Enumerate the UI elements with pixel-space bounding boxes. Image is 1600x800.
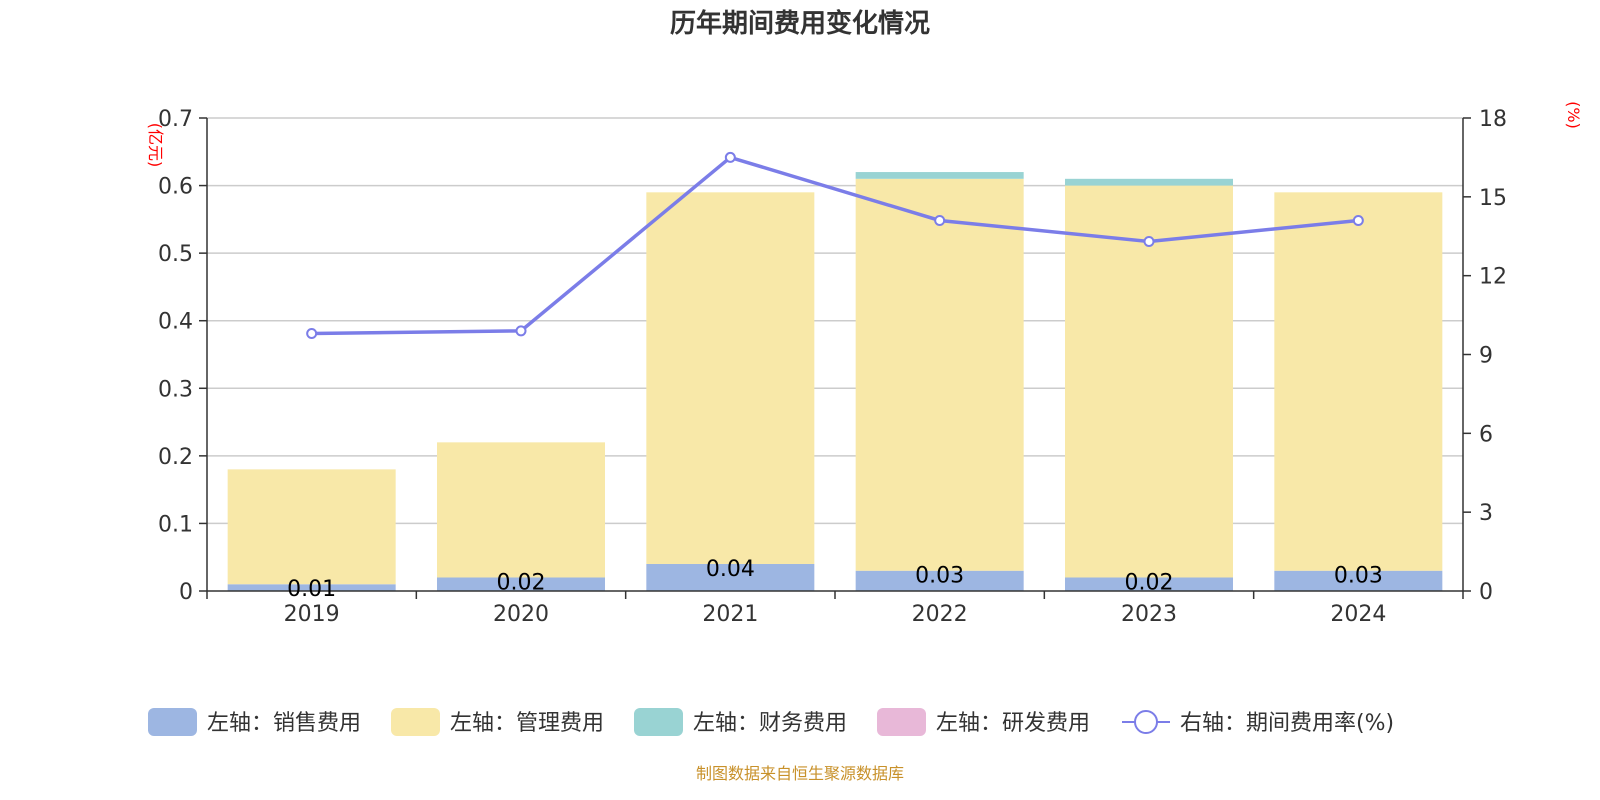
left-tick-label: 0 [179,580,193,605]
x-tick-label: 2019 [284,602,340,627]
legend: 左轴：销售费用 左轴：管理费用 左轴：财务费用 左轴：研发费用 右轴：期间费用率(%) [148,708,1394,736]
bar-segment [1065,178,1233,186]
bar-labels: 0.01 0.02 0.04 0.03 0.02 0.03 [287,557,1383,602]
right-tick-label: 3 [1479,501,1493,526]
rate-point [515,325,527,337]
bar-segment [855,178,1024,571]
x-tick-label: 2024 [1330,602,1386,627]
legend-item: 右轴：期间费用率(%) [1122,710,1394,736]
legend-swatch [148,708,197,736]
legend-marker [1134,710,1158,734]
bar-segment [1065,185,1233,578]
bar-segment [855,172,1024,179]
left-tick-label: 0.1 [158,512,193,537]
right-tick-label: 12 [1479,265,1507,290]
source-note: 制图数据来自恒生聚源数据库 [696,764,904,783]
right-tick-label: 15 [1479,186,1507,211]
right-tick-label: 6 [1479,422,1493,447]
bar-value-label: 0.03 [1334,564,1383,589]
left-tick-label: 0.7 [158,107,193,132]
grid-lines [207,117,1463,525]
legend-swatch [877,708,926,736]
bar-segment [1065,577,1233,591]
bars [227,172,1443,591]
right-tick-label: 0 [1479,580,1493,605]
bar-segment [1274,570,1443,591]
bar-segment [437,577,605,591]
bar-value-label: 0.04 [706,557,755,582]
bar-segment [646,563,815,591]
left-tick-label: 0.3 [158,377,193,402]
legend-item: 左轴：财务费用 [634,708,847,736]
legend-swatch [634,708,683,736]
bar-segment [227,469,396,585]
bar-segment [646,192,815,564]
rate-point [1352,214,1364,226]
x-tick-label: 2022 [912,602,968,627]
rate-point [934,214,946,226]
legend-label: 左轴：研发费用 [936,711,1090,736]
bar-segment [437,442,605,578]
x-tick-label: 2020 [493,602,549,627]
left-tick-label: 0.4 [158,310,193,335]
bar-value-label: 0.02 [497,570,546,595]
bar-segment [1274,192,1443,571]
bar-segment [227,584,396,591]
legend-item: 左轴：研发费用 [877,708,1090,736]
legend-item: 左轴：管理费用 [391,708,604,736]
bar-value-label: 0.03 [915,564,964,589]
right-axis-unit: (%) [1564,101,1583,129]
x-tick-label: 2021 [702,602,758,627]
rate-point [1143,236,1155,248]
left-axis-unit: (亿元) [146,123,165,168]
legend-label: 右轴：期间费用率(%) [1180,711,1394,736]
rate-point [306,327,318,339]
right-tick-label: 18 [1479,107,1507,132]
rate-line [306,151,1364,339]
legend-swatch [391,708,440,736]
x-tick-label: 2023 [1121,602,1177,627]
left-tick-label: 0.2 [158,445,193,470]
legend-label: 左轴：销售费用 [207,711,361,736]
legend-label: 左轴：管理费用 [450,711,604,736]
legend-label: 左轴：财务费用 [693,711,847,736]
rate-point [724,151,736,163]
left-tick-label: 0.5 [158,242,193,267]
rate-polyline [311,155,1359,336]
right-tick-label: 9 [1479,344,1493,369]
chart-title: 历年期间费用变化情况 [670,8,930,39]
bar-segment [855,570,1024,591]
legend-item: 左轴：销售费用 [148,708,361,736]
axes: 0 0.1 0.2 0.3 0.4 0.5 0.6 0.7 0 3 6 9 12 15 18 2019 2020… [158,107,1507,627]
bar-value-label: 0.02 [1125,570,1174,595]
left-tick-label: 0.6 [158,175,193,200]
bar-value-label: 0.01 [287,577,336,602]
